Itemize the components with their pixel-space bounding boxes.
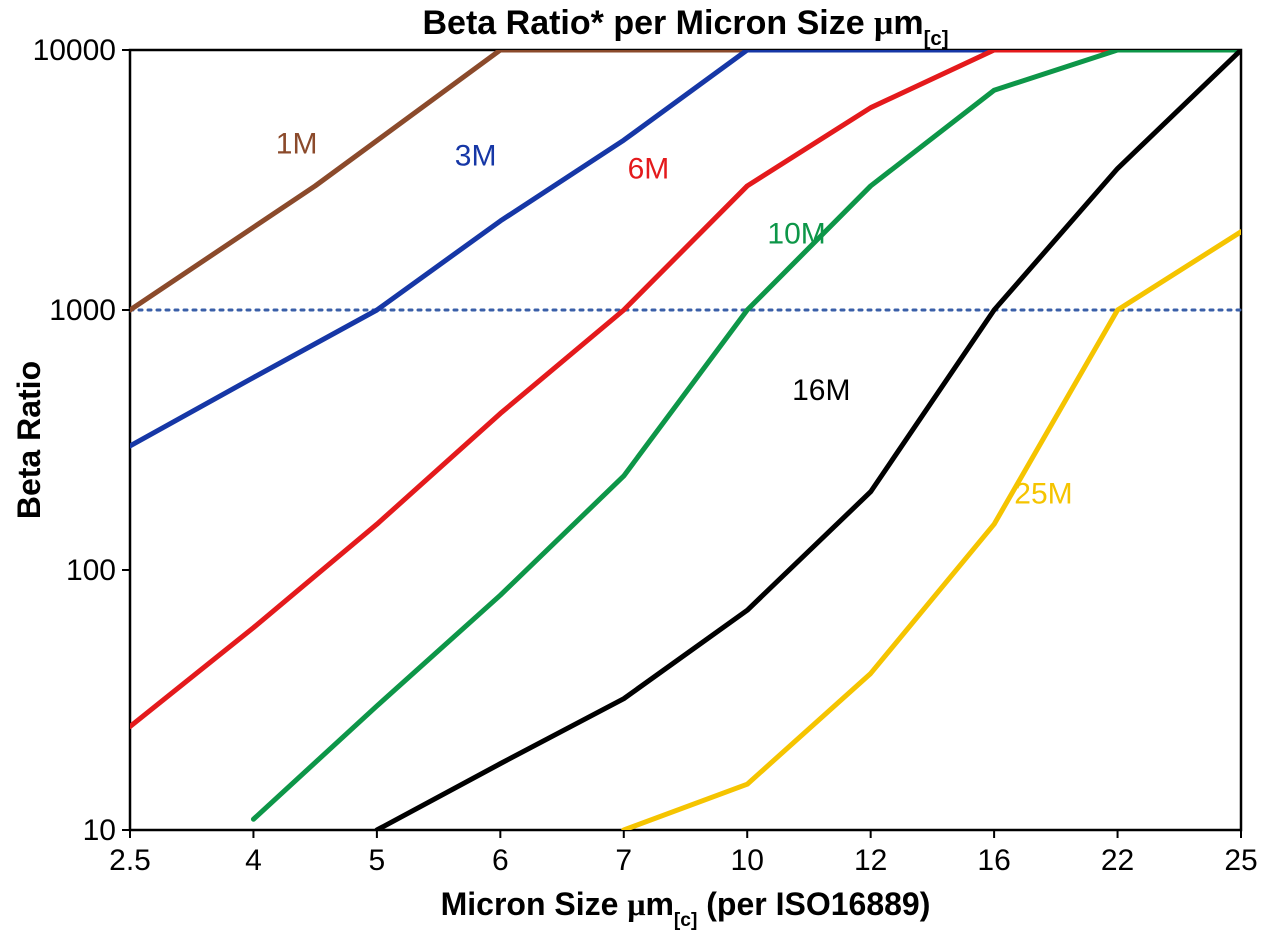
x-tick-label: 2.5 <box>109 844 151 877</box>
series-label-10M: 10M <box>767 218 825 251</box>
x-tick-label: 25 <box>1224 844 1257 877</box>
x-tick-label: 16 <box>977 844 1010 877</box>
series-label-6M: 6M <box>628 153 670 186</box>
y-tick-label: 10000 <box>33 34 116 67</box>
y-tick-label: 10 <box>83 814 116 847</box>
x-tick-label: 5 <box>369 844 386 877</box>
series-label-25M: 25M <box>1014 478 1072 511</box>
x-tick-label: 10 <box>731 844 764 877</box>
y-axis-label: Beta Ratio <box>11 361 47 519</box>
beta-ratio-chart: Beta Ratio* per Micron Size μm[c]1010010… <box>0 0 1271 930</box>
x-tick-label: 22 <box>1101 844 1134 877</box>
x-tick-label: 6 <box>492 844 509 877</box>
series-label-1M: 1M <box>276 127 318 160</box>
y-tick-label: 1000 <box>49 294 116 327</box>
x-tick-label: 4 <box>245 844 262 877</box>
series-label-3M: 3M <box>455 139 497 172</box>
x-tick-label: 7 <box>615 844 632 877</box>
chart-svg: Beta Ratio* per Micron Size μm[c]1010010… <box>0 0 1271 930</box>
y-tick-label: 100 <box>66 554 116 587</box>
series-label-16M: 16M <box>792 374 850 407</box>
x-tick-label: 12 <box>854 844 887 877</box>
